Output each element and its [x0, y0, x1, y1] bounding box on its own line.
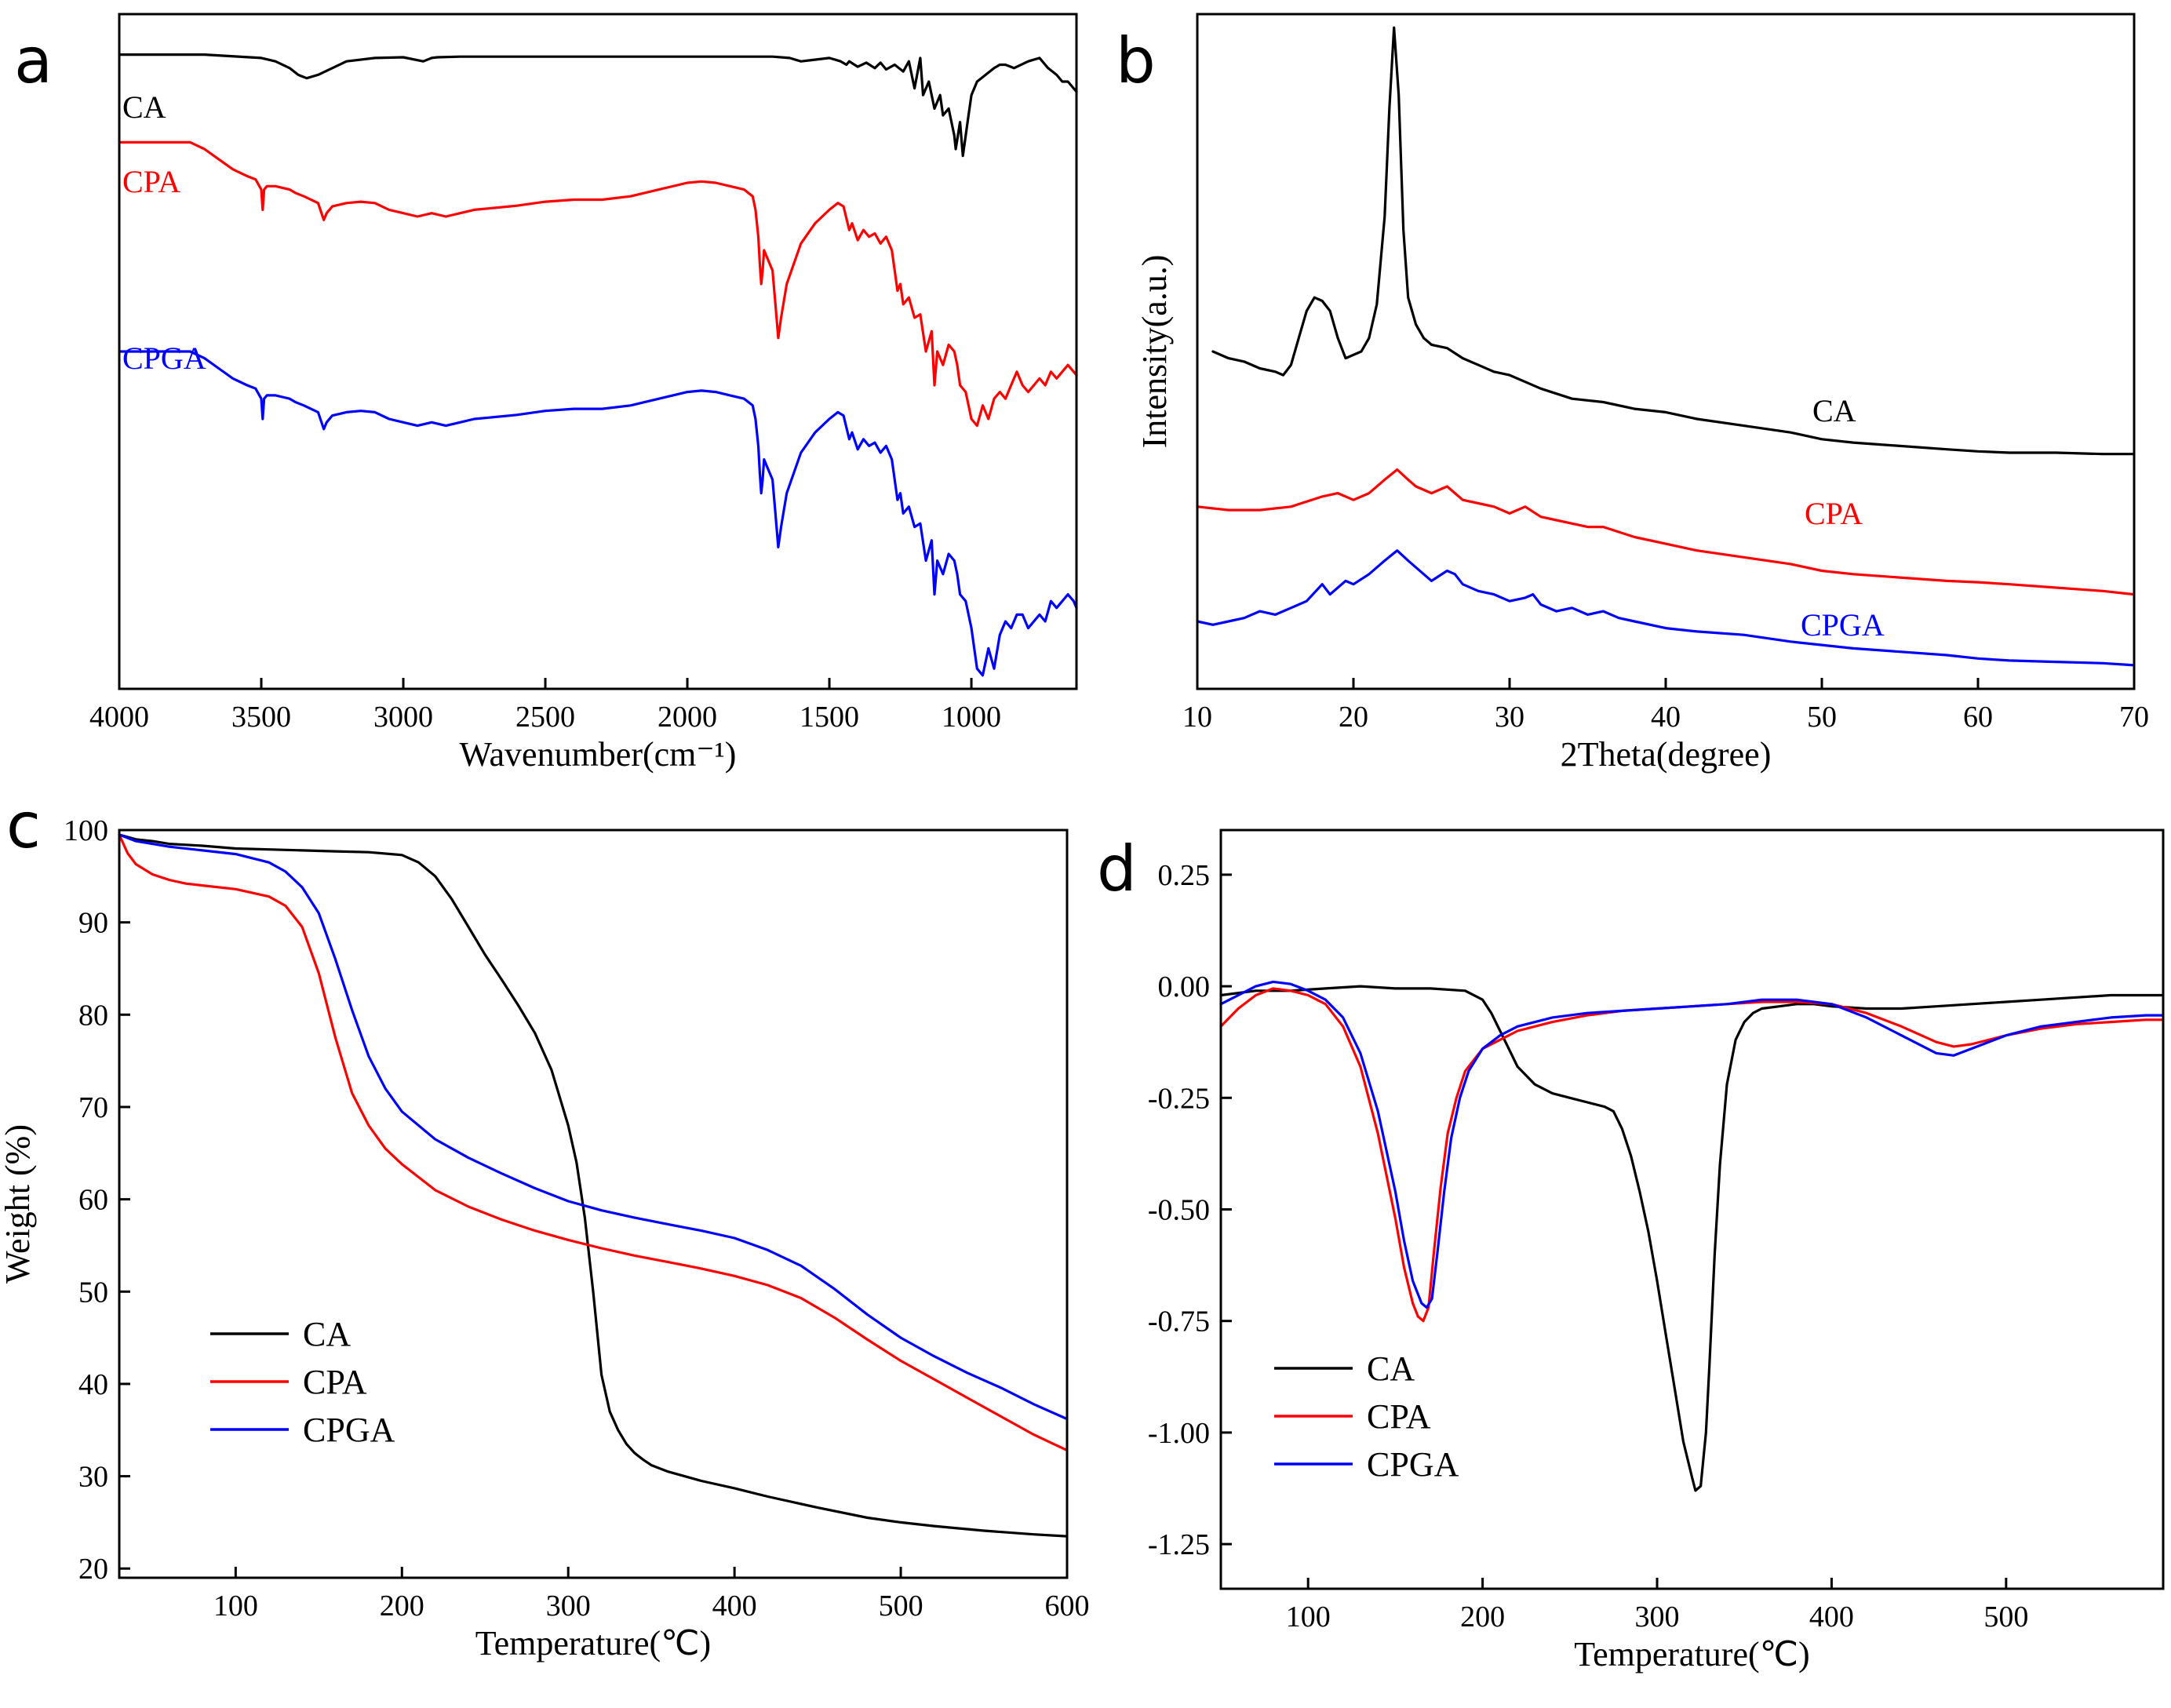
y-tick-label: -1.25 — [1148, 1528, 1210, 1561]
x-tick-label: 10 — [1182, 701, 1212, 734]
y-tick-label: 100 — [64, 814, 108, 847]
y-tick-label: -0.50 — [1148, 1194, 1210, 1227]
panel-d-dtg: d 100 200 300 400 500 0.25 0.00 -0.25 -0.50 -0.75 -… — [1097, 829, 2165, 1673]
x-tick-label: 3000 — [373, 701, 433, 734]
y-tick-label: 40 — [78, 1368, 108, 1401]
x-tick-label: 100 — [213, 1590, 258, 1622]
series-line-cpa — [118, 833, 1069, 1452]
y-tick-label: 90 — [78, 907, 108, 940]
series-line-cpa — [118, 140, 1078, 428]
panel-letter: c — [6, 789, 41, 862]
x-tick-label: 1500 — [800, 701, 859, 734]
x-tick-label: 400 — [1809, 1601, 1854, 1633]
x-axis-label: Wavenumber(cm⁻¹) — [460, 735, 737, 774]
x-tick-label: 500 — [1983, 1601, 2028, 1633]
x-tick-label: 600 — [1045, 1590, 1090, 1622]
x-tick-label: 40 — [1651, 701, 1681, 734]
panel-b-xrd: b 10 20 30 40 50 60 70 2Theta(degree) Intensity(a… — [1116, 13, 2149, 774]
y-axis-label: Intensity(a.u.) — [1135, 255, 1174, 449]
series-label-cpa: CPA — [1805, 496, 1863, 531]
x-tick-label: 70 — [2119, 701, 2149, 734]
panel-letter: b — [1116, 24, 1156, 97]
x-tick-label: 100 — [1286, 1601, 1331, 1633]
x-tick-label: 300 — [546, 1590, 591, 1622]
series-label-cpga: CPGA — [1801, 607, 1885, 643]
x-tick-label: 60 — [1963, 701, 1993, 734]
panel-c-tga: c 100 200 300 400 500 600 20 30 40 50 60 70 80 90 100 Te… — [0, 789, 1090, 1662]
x-tick-label: 4000 — [89, 701, 149, 734]
series-line-ca — [118, 833, 1069, 1538]
y-tick-label: 80 — [78, 999, 108, 1032]
x-tick-label: 20 — [1339, 701, 1368, 734]
y-tick-label: 20 — [78, 1553, 108, 1586]
series-line-cpa — [1219, 987, 2165, 1323]
y-tick-label: 60 — [78, 1184, 108, 1217]
y-tick-label: -0.75 — [1148, 1306, 1210, 1338]
x-axis-label: 2Theta(degree) — [1561, 735, 1772, 774]
series-line-cpga — [118, 350, 1078, 677]
plot-frame — [118, 829, 1069, 1579]
x-tick-label: 2500 — [515, 701, 575, 734]
legend-label-cpa: CPA — [1367, 1397, 1431, 1436]
series-line-ca — [118, 53, 1078, 158]
y-tick-label: 30 — [78, 1461, 108, 1494]
y-tick-label: -1.00 — [1148, 1417, 1210, 1450]
legend-label-cpga: CPGA — [303, 1411, 395, 1449]
series-line-cpa — [1196, 468, 2136, 596]
x-tick-label: 200 — [1460, 1601, 1505, 1633]
legend-label-cpga: CPGA — [1367, 1445, 1459, 1484]
x-axis-label: Temperature(℃) — [1574, 1635, 1809, 1673]
y-tick-label: 70 — [78, 1091, 108, 1124]
plot-frame — [118, 13, 1078, 690]
panel-letter: a — [14, 24, 53, 97]
x-tick-label: 3500 — [231, 701, 291, 734]
legend-label-ca: CA — [1367, 1349, 1415, 1388]
series-label-cpa: CPA — [122, 164, 180, 199]
series-line-cpga — [1196, 549, 2136, 667]
series-line-ca — [1219, 985, 2165, 1492]
x-tick-label: 500 — [879, 1590, 923, 1622]
x-tick-label: 400 — [712, 1590, 757, 1622]
y-tick-label: 0.25 — [1158, 859, 1211, 892]
y-tick-label: 0.00 — [1158, 971, 1211, 1003]
y-axis-label: Weight (%) — [0, 1124, 37, 1284]
y-tick-label: -0.25 — [1148, 1082, 1210, 1115]
series-label-cpga: CPGA — [122, 341, 206, 376]
legend-label-cpa: CPA — [303, 1363, 367, 1401]
panel-letter: d — [1097, 832, 1137, 905]
series-line-ca — [1211, 26, 2136, 456]
series-line-cpga — [118, 833, 1069, 1421]
series-label-ca: CA — [1812, 393, 1856, 428]
y-tick-label: 50 — [78, 1276, 108, 1309]
x-tick-label: 300 — [1635, 1601, 1680, 1633]
x-tick-label: 2000 — [657, 701, 717, 734]
x-tick-label: 30 — [1495, 701, 1524, 734]
legend-label-ca: CA — [303, 1315, 351, 1353]
x-tick-label: 200 — [380, 1590, 424, 1622]
x-tick-label: 1000 — [942, 701, 1001, 734]
panel-a-ftir: a 4000 3500 3000 2500 2000 1500 1000 Wavenumber(… — [14, 13, 1078, 774]
series-line-cpga — [1219, 980, 2165, 1309]
x-tick-label: 50 — [1807, 701, 1837, 734]
x-axis-label: Temperature(℃) — [475, 1624, 711, 1662]
series-label-ca: CA — [122, 89, 166, 125]
